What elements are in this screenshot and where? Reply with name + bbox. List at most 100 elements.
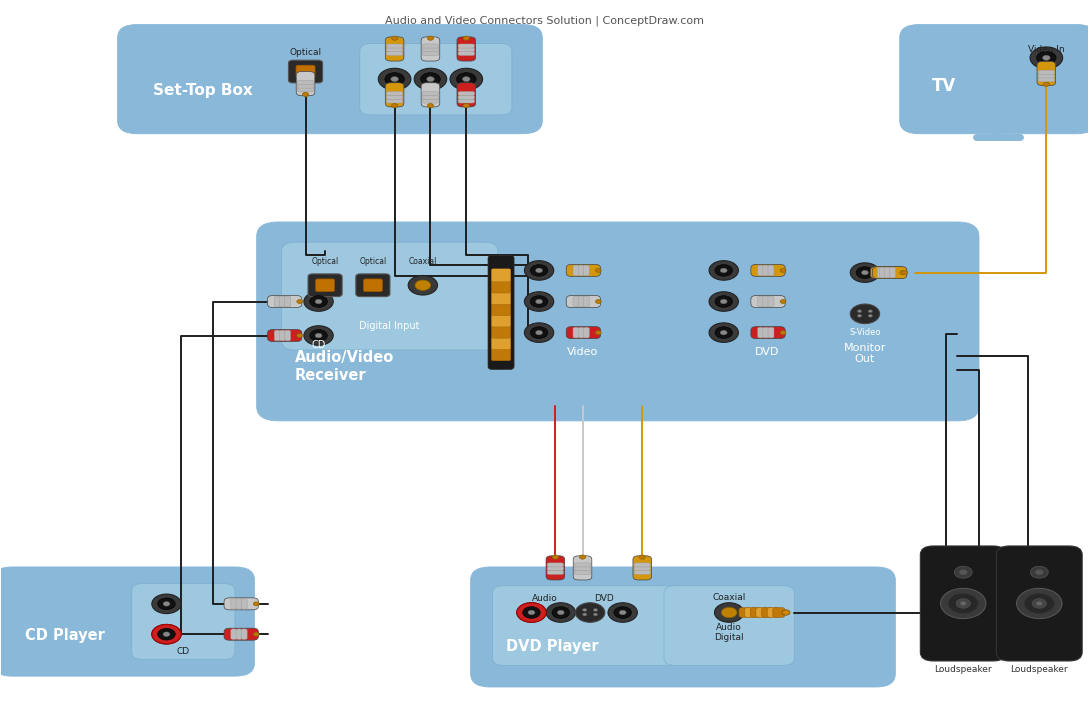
FancyBboxPatch shape xyxy=(870,266,905,279)
Circle shape xyxy=(1043,82,1050,86)
FancyBboxPatch shape xyxy=(458,52,475,55)
FancyBboxPatch shape xyxy=(316,279,334,292)
Circle shape xyxy=(552,555,559,559)
FancyBboxPatch shape xyxy=(289,60,322,83)
FancyBboxPatch shape xyxy=(877,267,883,278)
Circle shape xyxy=(415,280,430,290)
Text: Coaxial: Coaxial xyxy=(712,593,746,602)
FancyBboxPatch shape xyxy=(470,567,895,687)
Text: DVD: DVD xyxy=(755,347,780,357)
FancyBboxPatch shape xyxy=(297,88,314,91)
Circle shape xyxy=(608,603,637,622)
Circle shape xyxy=(463,77,470,81)
FancyBboxPatch shape xyxy=(574,566,590,571)
FancyBboxPatch shape xyxy=(296,65,315,78)
Circle shape xyxy=(583,608,587,611)
Circle shape xyxy=(900,271,905,274)
FancyBboxPatch shape xyxy=(118,25,542,134)
Text: CD: CD xyxy=(176,647,189,656)
FancyBboxPatch shape xyxy=(356,274,390,297)
Circle shape xyxy=(721,608,737,618)
FancyBboxPatch shape xyxy=(457,83,476,107)
FancyBboxPatch shape xyxy=(634,566,650,571)
FancyBboxPatch shape xyxy=(573,556,591,580)
Circle shape xyxy=(530,264,548,277)
FancyBboxPatch shape xyxy=(297,84,314,88)
Text: Monitor
Out: Monitor Out xyxy=(844,343,886,364)
Circle shape xyxy=(709,292,738,311)
Circle shape xyxy=(954,566,972,578)
Circle shape xyxy=(450,68,482,90)
FancyBboxPatch shape xyxy=(762,327,769,338)
Text: Loudspeaker: Loudspeaker xyxy=(1011,665,1068,674)
Circle shape xyxy=(546,603,575,622)
FancyBboxPatch shape xyxy=(547,563,564,567)
Circle shape xyxy=(959,569,967,575)
FancyBboxPatch shape xyxy=(491,303,511,316)
Circle shape xyxy=(596,269,601,272)
Text: Audio/Video
Receiver: Audio/Video Receiver xyxy=(295,351,394,383)
Circle shape xyxy=(163,632,170,637)
Circle shape xyxy=(956,599,970,608)
Circle shape xyxy=(1035,569,1043,575)
Circle shape xyxy=(151,594,181,613)
FancyBboxPatch shape xyxy=(1038,78,1054,82)
FancyBboxPatch shape xyxy=(584,327,589,338)
Text: Optical: Optical xyxy=(359,257,387,266)
Circle shape xyxy=(303,92,308,97)
Circle shape xyxy=(596,300,601,303)
Circle shape xyxy=(158,628,175,640)
Circle shape xyxy=(868,310,872,313)
FancyBboxPatch shape xyxy=(458,99,475,103)
Circle shape xyxy=(1030,566,1049,578)
FancyBboxPatch shape xyxy=(423,44,439,48)
FancyBboxPatch shape xyxy=(1038,74,1054,78)
FancyBboxPatch shape xyxy=(308,274,342,297)
FancyBboxPatch shape xyxy=(423,91,439,96)
FancyBboxPatch shape xyxy=(566,295,600,308)
FancyBboxPatch shape xyxy=(879,267,885,278)
FancyBboxPatch shape xyxy=(387,91,403,96)
Text: CD: CD xyxy=(311,340,326,350)
FancyBboxPatch shape xyxy=(768,265,774,276)
FancyBboxPatch shape xyxy=(491,314,511,327)
FancyBboxPatch shape xyxy=(458,95,475,99)
Circle shape xyxy=(902,271,907,274)
FancyBboxPatch shape xyxy=(900,25,1089,134)
FancyBboxPatch shape xyxy=(574,571,590,574)
Text: Optical: Optical xyxy=(311,257,339,266)
Circle shape xyxy=(709,261,738,280)
Circle shape xyxy=(714,327,733,338)
FancyBboxPatch shape xyxy=(488,256,514,370)
FancyBboxPatch shape xyxy=(387,99,403,103)
FancyBboxPatch shape xyxy=(491,336,511,349)
FancyBboxPatch shape xyxy=(132,584,235,659)
FancyBboxPatch shape xyxy=(423,52,439,55)
Circle shape xyxy=(1037,52,1056,65)
Circle shape xyxy=(960,601,966,605)
Circle shape xyxy=(594,613,598,616)
FancyBboxPatch shape xyxy=(758,296,763,307)
FancyBboxPatch shape xyxy=(491,291,511,304)
Circle shape xyxy=(614,607,632,619)
Circle shape xyxy=(378,68,411,90)
Text: Loudspeaker: Loudspeaker xyxy=(934,665,992,674)
Text: S-Video: S-Video xyxy=(849,328,881,338)
Circle shape xyxy=(1042,55,1050,60)
Circle shape xyxy=(949,594,978,613)
FancyBboxPatch shape xyxy=(458,44,475,48)
FancyBboxPatch shape xyxy=(231,629,236,640)
Circle shape xyxy=(315,333,322,338)
Circle shape xyxy=(1032,599,1047,608)
Text: Digital Input: Digital Input xyxy=(359,321,420,331)
FancyBboxPatch shape xyxy=(387,95,403,99)
FancyBboxPatch shape xyxy=(762,265,769,276)
Circle shape xyxy=(420,73,440,86)
FancyBboxPatch shape xyxy=(0,567,255,676)
FancyBboxPatch shape xyxy=(884,267,891,278)
Circle shape xyxy=(714,264,733,277)
FancyBboxPatch shape xyxy=(284,330,291,340)
Circle shape xyxy=(720,330,727,335)
Circle shape xyxy=(297,300,303,303)
Circle shape xyxy=(868,314,872,317)
